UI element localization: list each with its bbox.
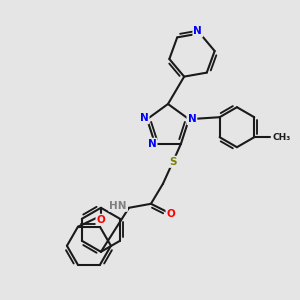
Text: O: O bbox=[167, 209, 175, 219]
Text: S: S bbox=[169, 157, 177, 167]
Text: N: N bbox=[148, 139, 156, 149]
Text: N: N bbox=[140, 113, 148, 123]
Text: N: N bbox=[188, 114, 196, 124]
Text: O: O bbox=[97, 215, 105, 225]
Text: HN: HN bbox=[110, 201, 127, 211]
Text: CH₃: CH₃ bbox=[272, 133, 290, 142]
Text: N: N bbox=[194, 26, 202, 36]
